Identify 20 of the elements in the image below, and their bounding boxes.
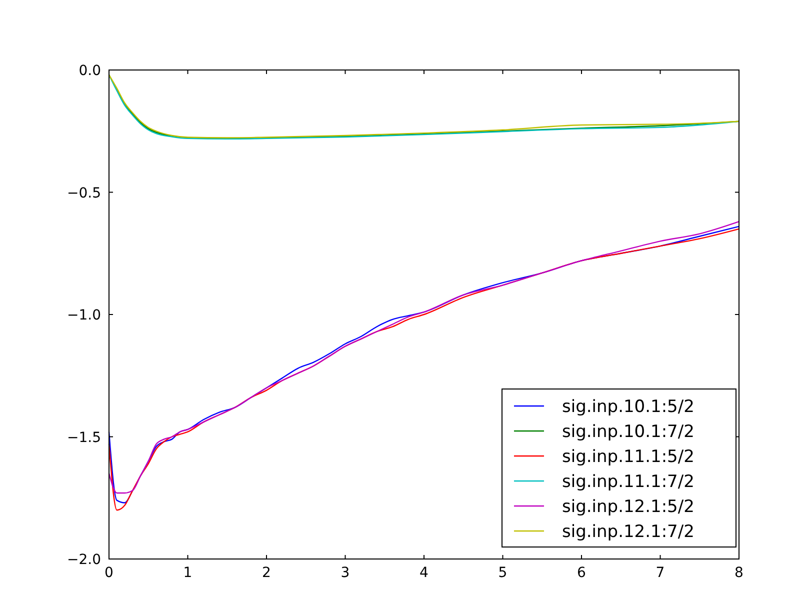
legend-label: sig.inp.12.1:5/2	[562, 497, 694, 517]
legend-label: sig.inp.11.1:7/2	[562, 472, 694, 492]
legend-label: sig.inp.10.1:5/2	[562, 397, 694, 417]
legend-label: sig.inp.11.1:5/2	[562, 447, 694, 467]
x-tick-label: 2	[262, 565, 271, 581]
x-tick-label: 1	[183, 565, 192, 581]
y-tick-label: −0.5	[67, 185, 101, 202]
y-tick-label: 0.0	[78, 63, 101, 79]
x-tick-label: 3	[340, 565, 350, 581]
y-tick-label: −1.0	[67, 308, 101, 324]
x-tick-label: 5	[498, 565, 508, 581]
legend-label: sig.inp.10.1:7/2	[562, 422, 694, 442]
y-tick-label: −2.0	[67, 552, 101, 568]
x-tick-label: 7	[656, 565, 665, 581]
x-tick-label: 8	[734, 565, 744, 581]
x-tick-label: 0	[104, 565, 114, 581]
x-tick-label: 4	[420, 565, 429, 581]
y-tick-label: −1.5	[67, 430, 101, 446]
x-tick-label: 6	[577, 565, 586, 581]
legend-label: sig.inp.12.1:7/2	[562, 522, 694, 542]
